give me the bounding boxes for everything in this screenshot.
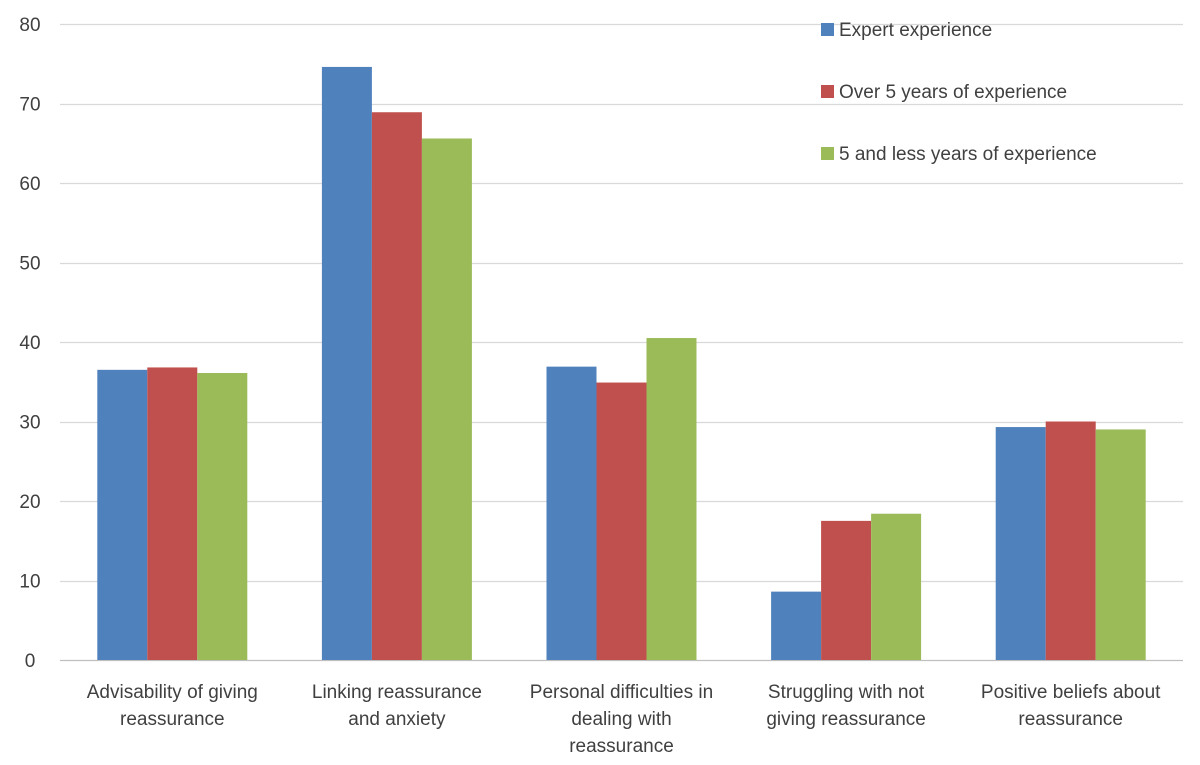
bar [97,369,148,660]
y-tick-label: 20 [19,492,40,513]
bar [1095,429,1146,660]
bar [995,427,1046,660]
bar [821,520,872,660]
legend-label: Expert experience [839,20,992,41]
x-tick-label: Struggling with not [768,682,925,703]
x-axis-tick-labels: Advisability of giving reassurance Linking… [87,682,1161,757]
y-tick-label: 40 [19,333,40,354]
legend-label: 5 and less years of experience [839,144,1097,165]
legend: Expert experience Over 5 years of experie… [821,20,1097,165]
bars [97,66,1146,661]
bar [871,513,922,660]
legend-swatch [821,147,834,160]
x-tick-label: Personal difficulties in [530,682,713,703]
legend-swatch [821,23,834,36]
bar [596,382,647,660]
x-tick-label: and anxiety [348,709,446,730]
x-tick-label: dealing with [571,709,671,730]
y-tick-label: 70 [19,95,40,116]
bar [1045,421,1096,660]
bar [771,591,822,660]
y-axis-tick-labels: 0 10 20 30 40 50 60 70 80 [19,15,40,672]
y-tick-label: 80 [19,15,40,36]
x-tick-label: Positive beliefs about [981,682,1161,703]
x-tick-label: Linking reassurance [312,682,482,703]
x-tick-label: giving reassurance [766,709,925,730]
bar [546,366,597,660]
x-tick-label: reassurance [1018,709,1123,730]
legend-label: Over 5 years of experience [839,82,1067,103]
bar [197,373,248,660]
y-tick-label: 50 [19,254,40,275]
bar [147,367,198,660]
legend-swatch [821,85,834,98]
bar [421,138,472,661]
bar [321,66,372,661]
y-tick-label: 60 [19,174,40,195]
x-tick-label: reassurance [569,736,674,757]
bar [371,112,422,661]
x-tick-label: reassurance [120,709,225,730]
y-tick-label: 30 [19,413,40,434]
bar [646,338,697,660]
x-tick-label: Advisability of giving [87,682,258,703]
y-tick-label: 10 [19,572,40,593]
y-tick-label: 0 [25,651,36,672]
